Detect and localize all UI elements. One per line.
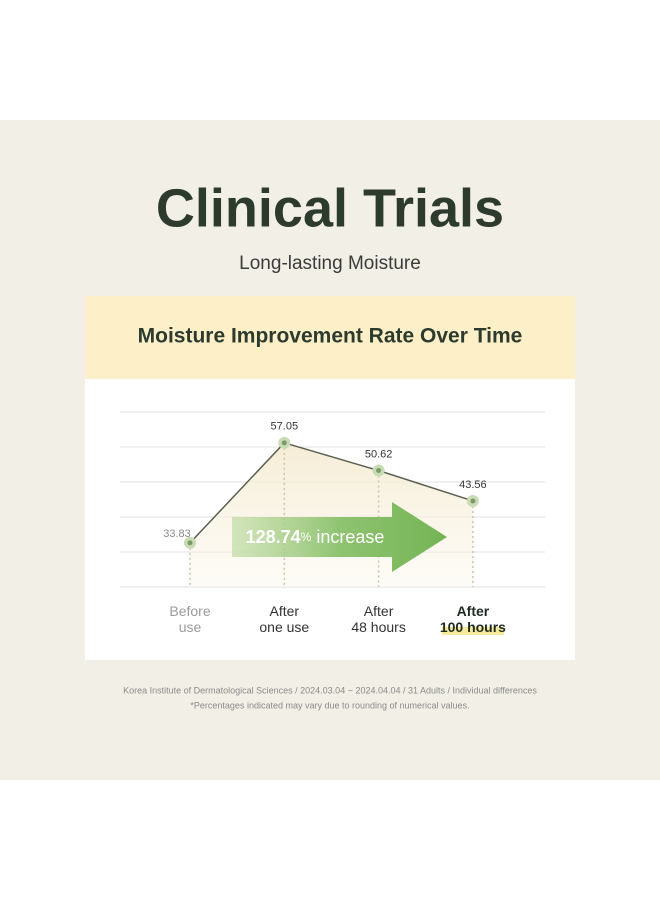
value-label: 57.05 [271, 421, 299, 433]
point [376, 468, 382, 474]
point [281, 440, 287, 446]
chart-title: Moisture Improvement Rate Over Time [138, 325, 523, 348]
label-highlight [441, 627, 504, 635]
annotation-value: 128.74 [246, 527, 301, 547]
x-tick-label: After 100 hours [440, 603, 506, 635]
point [470, 498, 476, 504]
annotation: 128.74% increase [246, 527, 385, 547]
footnote: *Percentages indicated may vary due to r… [190, 700, 469, 710]
annotation-unit: % [301, 530, 312, 544]
page-subtitle: Long-lasting Moisture [239, 253, 421, 274]
point [187, 540, 193, 546]
x-tick-label: Before use [169, 603, 210, 635]
page-title: Clinical Trials [156, 178, 504, 238]
chart-header [85, 296, 575, 379]
increase-arrow [232, 502, 447, 572]
x-tick-label: After one use [259, 603, 309, 635]
value-label: 33.83 [163, 528, 191, 540]
line [189, 441, 474, 544]
value-label: 50.62 [365, 448, 393, 460]
footnote: Korea Institute of Dermatological Scienc… [123, 685, 537, 695]
x-tick-label: After 48 hours [351, 603, 405, 635]
annotation-text: increase [316, 527, 384, 547]
plot: 128.74% increase 33.83 57.05 50.62 43.56 Befo… [163, 421, 506, 635]
value-label: 43.56 [459, 479, 487, 491]
